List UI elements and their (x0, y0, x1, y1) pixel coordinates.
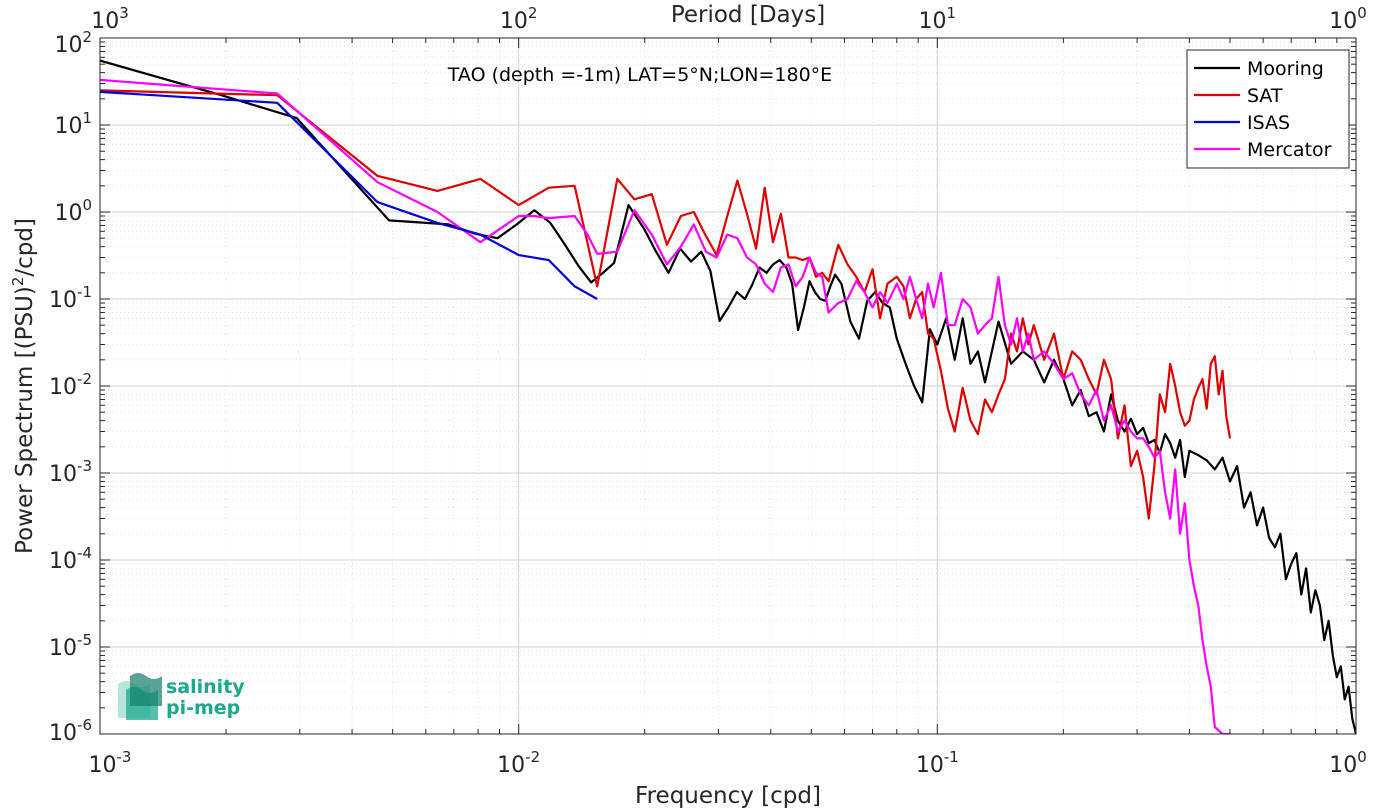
legend-label-mooring: Mooring (1247, 58, 1324, 80)
series-layer (100, 59, 1356, 734)
series-line-mercator (100, 78, 1230, 734)
series-line-isas (100, 90, 598, 300)
x-tick-label: 100 (1329, 748, 1367, 778)
y-tick-label: 10-1 (49, 283, 92, 313)
top-x-tick-label: 102 (500, 4, 538, 34)
y-tick-label: 10-5 (49, 631, 92, 661)
y-tick-labels: 10-6 10-5 10-4 10-3 10-2 10-1 100 101 102 (49, 28, 92, 746)
x-axis-title: Frequency [cpd] (635, 783, 821, 809)
series-line-mooring (100, 59, 1356, 734)
y-tick-label: 102 (54, 28, 92, 58)
legend-label-mercator: Mercator (1247, 139, 1332, 161)
series-line-sat (100, 89, 1232, 520)
top-x-tick-label: 101 (919, 4, 957, 34)
y-axis-title: Power Spectrum [(PSU)2/cpd] (9, 218, 38, 554)
chart-annotation: TAO (depth =-1m) LAT=5°N;LON=180°E (447, 64, 832, 86)
logo-text-pi-mep: pi-mep (166, 697, 240, 719)
top-x-tick-labels: 103 102 101 100 (91, 4, 1367, 34)
legend-label-sat: SAT (1247, 85, 1283, 107)
top-x-tick-label: 103 (91, 4, 129, 34)
y-tick-label: 10-2 (49, 370, 92, 400)
legend-label-isas: ISAS (1247, 112, 1290, 134)
tick-marks (99, 37, 1357, 735)
y-tick-label: 10-4 (49, 544, 92, 574)
x-tick-label: 10-3 (89, 748, 132, 778)
y-tick-label: 10-3 (49, 457, 92, 487)
x-tick-labels: 10-3 10-2 10-1 100 (89, 748, 1367, 778)
x-tick-label: 10-1 (916, 748, 959, 778)
y-tick-label: 10-6 (49, 716, 92, 746)
top-x-tick-label: 100 (1329, 4, 1367, 34)
legend: Mooring SAT ISAS Mercator (1186, 49, 1350, 169)
logo-text-salinity: salinity (166, 676, 245, 698)
y-tick-label: 100 (54, 196, 92, 226)
y-tick-label: 101 (54, 109, 92, 139)
x-tick-label: 10-2 (497, 748, 540, 778)
logo-wave-icon-back (130, 673, 162, 706)
top-x-axis-title: Period [Days] (671, 2, 825, 28)
salinity-pi-mep-logo: salinity pi-mep (118, 673, 245, 720)
